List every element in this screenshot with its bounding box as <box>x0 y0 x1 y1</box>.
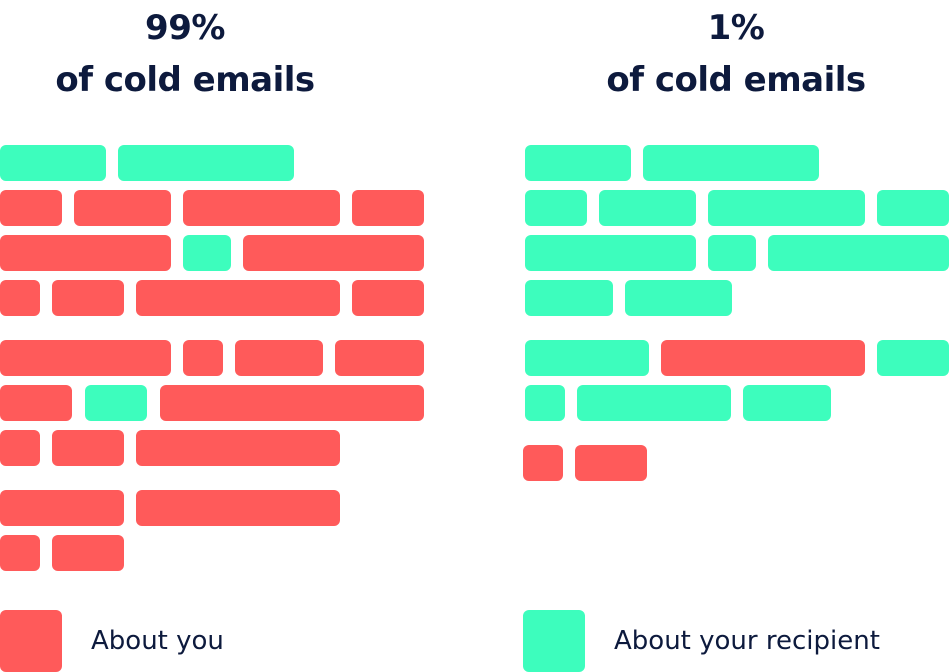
right-title: 1% of cold emails <box>526 2 946 106</box>
left-about-you-block <box>52 280 124 316</box>
about-recipient-swatch <box>523 610 585 672</box>
left-title: 99% of cold emails <box>0 2 395 106</box>
right-about-recipient-block <box>525 385 565 421</box>
right-about-recipient-block <box>525 280 613 316</box>
right-about-recipient-block <box>525 145 631 181</box>
right-about-recipient-block <box>525 340 649 376</box>
left-about-you-block <box>0 535 40 571</box>
right-about-recipient-block <box>599 190 696 226</box>
right-about-recipient-block <box>877 340 949 376</box>
left-about-you-block <box>183 190 340 226</box>
left-about-you-block <box>0 340 171 376</box>
left-about-recipient-block <box>183 235 231 271</box>
right-about-recipient-block <box>768 235 949 271</box>
about-you-label: About you <box>91 626 224 656</box>
left-about-you-block <box>74 190 171 226</box>
left-about-recipient-block <box>0 145 106 181</box>
left-caption: of cold emails <box>55 60 315 100</box>
left-about-you-block <box>243 235 424 271</box>
right-about-recipient-block <box>525 235 696 271</box>
about-you-swatch <box>0 610 62 672</box>
left-about-you-block <box>183 340 223 376</box>
right-about-recipient-block <box>877 190 949 226</box>
left-about-you-block <box>136 430 340 466</box>
left-about-you-block <box>0 235 171 271</box>
right-about-recipient-block <box>525 190 587 226</box>
right-caption: of cold emails <box>606 60 866 100</box>
left-about-you-block <box>0 280 40 316</box>
right-about-recipient-block <box>625 280 732 316</box>
right-about-recipient-block <box>708 190 865 226</box>
left-about-recipient-block <box>118 145 294 181</box>
left-about-you-block <box>0 430 40 466</box>
right-about-recipient-block <box>577 385 731 421</box>
left-about-you-block <box>160 385 424 421</box>
left-about-recipient-block <box>85 385 147 421</box>
left-about-you-block <box>136 280 340 316</box>
left-about-you-block <box>0 385 72 421</box>
right-about-recipient-block <box>708 235 756 271</box>
right-percent: 1% <box>707 8 765 48</box>
left-about-you-block <box>52 535 124 571</box>
right-about-you-block <box>661 340 865 376</box>
right-about-you-block <box>523 445 563 481</box>
left-about-you-block <box>335 340 424 376</box>
left-about-you-block <box>352 280 424 316</box>
right-about-you-block <box>575 445 647 481</box>
left-about-you-block <box>352 190 424 226</box>
left-percent: 99% <box>145 8 225 48</box>
left-about-you-block <box>235 340 323 376</box>
left-about-you-block <box>52 430 124 466</box>
left-about-you-block <box>0 490 124 526</box>
left-about-you-block <box>0 190 62 226</box>
left-about-you-block <box>136 490 340 526</box>
about-recipient-label: About your recipient <box>614 626 880 656</box>
right-about-recipient-block <box>643 145 819 181</box>
right-about-recipient-block <box>743 385 831 421</box>
